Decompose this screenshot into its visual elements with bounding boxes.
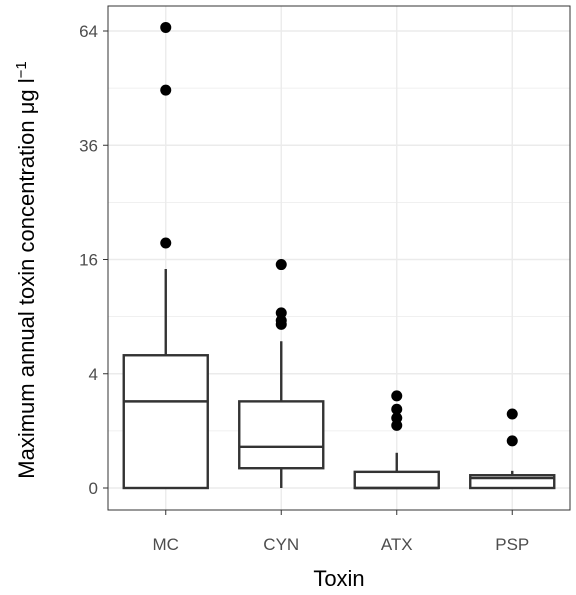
outlier-point — [506, 435, 518, 447]
box-rect — [122, 354, 209, 490]
x-tick-label: CYN — [263, 535, 299, 554]
outlier-points — [160, 21, 518, 447]
outlier-point — [506, 408, 518, 420]
y-tick-label: 4 — [89, 365, 98, 384]
y-axis-ticks: 0 4 16 36 64 — [79, 22, 108, 498]
x-axis-ticks: MC CYN ATX PSP — [153, 510, 529, 554]
x-tick-label: MC — [153, 535, 179, 554]
outlier-point — [275, 259, 287, 271]
outlier-point — [391, 412, 403, 424]
panel-border — [107, 5, 571, 511]
box-rect — [353, 470, 440, 490]
y-tick-label: 64 — [79, 22, 98, 41]
y-tick-label: 0 — [89, 479, 98, 498]
x-axis-title: Toxin — [313, 566, 364, 591]
box-atx — [353, 452, 440, 490]
outlier-point — [160, 84, 172, 96]
y-axis-title-superscript: −1 — [13, 61, 30, 78]
outlier-point — [275, 307, 287, 319]
x-tick-label: ATX — [381, 535, 413, 554]
y-tick-label: 16 — [79, 251, 98, 270]
x-tick-label: PSP — [495, 535, 529, 554]
outlier-point — [160, 21, 172, 33]
outlier-point — [391, 390, 403, 402]
y-axis-title-text: Maximum annual toxin concentration μg l — [14, 78, 39, 478]
y-axis-title: Maximum annual toxin concentration μg l−… — [13, 61, 39, 478]
outlier-point — [275, 314, 287, 326]
y-tick-label: 36 — [79, 136, 98, 155]
box-mc — [122, 268, 209, 490]
box-rect — [238, 400, 325, 470]
outlier-point — [391, 403, 403, 415]
outlier-point — [160, 237, 172, 249]
box-psp — [469, 470, 556, 490]
box-cyn — [238, 341, 325, 488]
boxes — [122, 268, 556, 490]
